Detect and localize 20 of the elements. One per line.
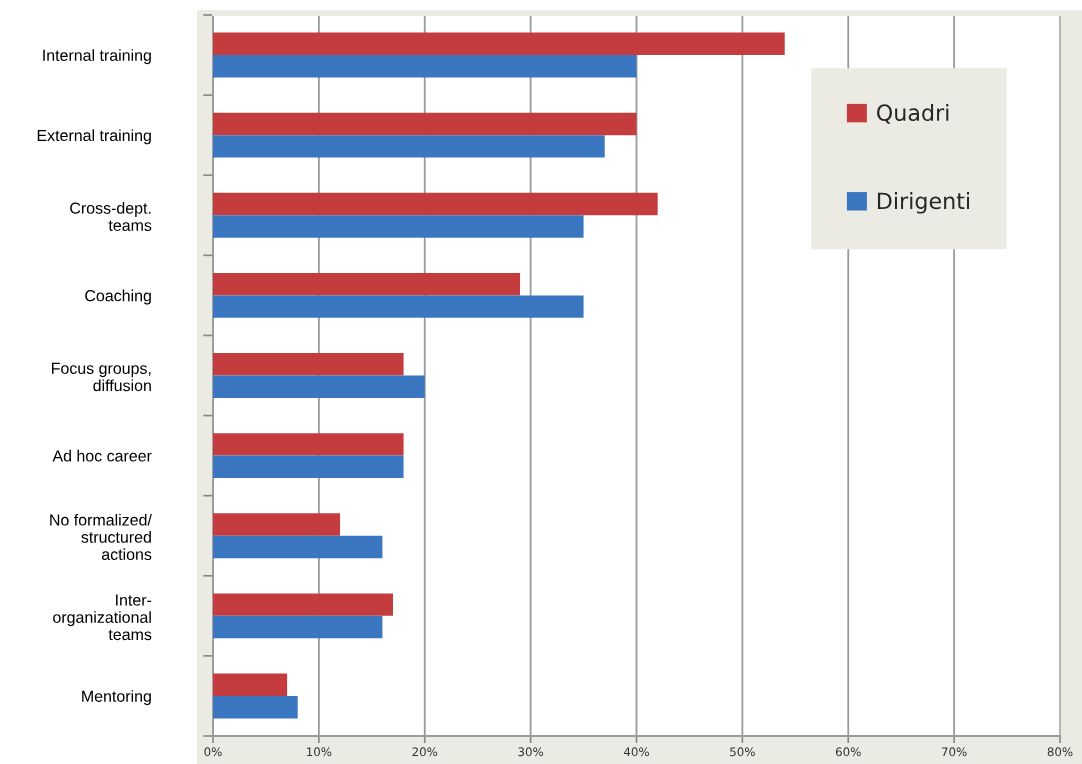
- x-tick-label: 0%: [204, 747, 222, 757]
- x-tick-label: 40%: [623, 747, 649, 757]
- y-tick-label: Coaching: [85, 289, 151, 305]
- y-tick-label: Ad hoc career: [52, 449, 152, 462]
- y-tick-label: Focus groups, diffusion: [52, 362, 151, 392]
- y-tick-label: No formalized/ structured actions: [50, 513, 152, 561]
- y-tick-label: Cross-dept. teams: [70, 202, 152, 231]
- x-tick-label: 80%: [1047, 747, 1073, 757]
- x-tick-label: 50%: [730, 747, 755, 757]
- x-tick-label: 60%: [835, 747, 861, 757]
- y-tick-label: External training: [37, 129, 151, 145]
- y-tick-label: Internal training: [43, 49, 151, 65]
- x-tick-label: 20%: [412, 747, 438, 757]
- legend-label: Quadri: [877, 103, 949, 124]
- x-tick-label: 30%: [518, 747, 544, 757]
- x-tick-label: 10%: [307, 747, 332, 757]
- y-tick-label: Mentoring: [82, 690, 151, 706]
- y-tick-label: Inter- organizational teams: [53, 594, 152, 641]
- legend-label: Dirigenti: [877, 192, 970, 214]
- x-tick-label: 70%: [941, 747, 967, 757]
